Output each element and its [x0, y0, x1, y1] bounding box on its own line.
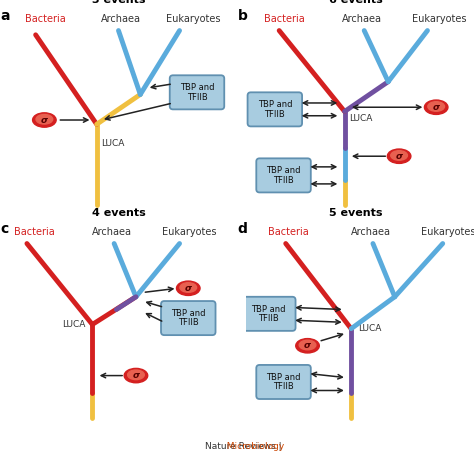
- Text: LUCA: LUCA: [101, 139, 125, 148]
- Text: TFIIB: TFIIB: [273, 175, 294, 185]
- Text: TFIIB: TFIIB: [187, 93, 207, 101]
- Text: σ: σ: [433, 103, 440, 112]
- Ellipse shape: [428, 102, 445, 111]
- Text: 5 events: 5 events: [329, 208, 382, 218]
- Ellipse shape: [299, 340, 316, 350]
- Text: σ: σ: [304, 341, 311, 350]
- Ellipse shape: [176, 281, 200, 295]
- Text: Eukaryotes: Eukaryotes: [162, 227, 217, 237]
- Text: TFIIB: TFIIB: [258, 314, 279, 323]
- Ellipse shape: [33, 113, 56, 127]
- FancyBboxPatch shape: [256, 365, 311, 399]
- Text: Eukaryotes: Eukaryotes: [412, 14, 467, 24]
- Text: TFIIB: TFIIB: [273, 382, 294, 391]
- Text: Bacteria: Bacteria: [264, 14, 305, 24]
- Text: σ: σ: [185, 284, 192, 293]
- Text: TBP and: TBP and: [266, 373, 301, 382]
- Text: Microbiology: Microbiology: [175, 443, 284, 451]
- Text: 4 events: 4 events: [91, 208, 146, 218]
- Ellipse shape: [296, 338, 319, 353]
- Text: Archaea: Archaea: [351, 227, 391, 237]
- FancyBboxPatch shape: [241, 297, 296, 331]
- FancyBboxPatch shape: [161, 301, 216, 335]
- Text: σ: σ: [132, 371, 139, 380]
- Text: Archaea: Archaea: [92, 227, 132, 237]
- Ellipse shape: [124, 369, 148, 383]
- Ellipse shape: [387, 149, 411, 163]
- Text: TFIIB: TFIIB: [178, 318, 199, 327]
- FancyBboxPatch shape: [256, 158, 311, 193]
- Text: Archaea: Archaea: [342, 14, 383, 24]
- Text: TBP and: TBP and: [251, 305, 285, 313]
- Ellipse shape: [424, 100, 448, 114]
- Text: Bacteria: Bacteria: [25, 14, 65, 24]
- FancyBboxPatch shape: [170, 75, 224, 109]
- Text: Nature Reviews |: Nature Reviews |: [205, 443, 284, 451]
- Text: c: c: [1, 222, 9, 236]
- Ellipse shape: [391, 150, 408, 160]
- Text: 3 events: 3 events: [92, 0, 145, 5]
- Text: TBP and: TBP and: [257, 100, 292, 109]
- Text: LUCA: LUCA: [358, 324, 381, 333]
- Text: TBP and: TBP and: [266, 166, 301, 175]
- Text: Eukaryotes: Eukaryotes: [166, 14, 221, 24]
- Text: 6 events: 6 events: [328, 0, 383, 5]
- Text: Bacteria: Bacteria: [14, 227, 55, 237]
- FancyBboxPatch shape: [247, 92, 302, 126]
- Text: LUCA: LUCA: [349, 113, 373, 123]
- Text: b: b: [238, 9, 247, 23]
- Text: Eukaryotes: Eukaryotes: [421, 227, 474, 237]
- Text: a: a: [1, 9, 10, 23]
- Text: TBP and: TBP and: [180, 83, 214, 92]
- Ellipse shape: [128, 370, 144, 380]
- Text: d: d: [238, 222, 247, 236]
- Text: TFIIB: TFIIB: [264, 110, 285, 119]
- Ellipse shape: [36, 114, 53, 124]
- Text: σ: σ: [41, 115, 48, 125]
- Text: LUCA: LUCA: [63, 320, 86, 329]
- Text: TBP and: TBP and: [171, 309, 206, 318]
- Text: σ: σ: [396, 152, 402, 161]
- Text: Archaea: Archaea: [101, 14, 141, 24]
- Text: Bacteria: Bacteria: [268, 227, 309, 237]
- Ellipse shape: [180, 283, 197, 292]
